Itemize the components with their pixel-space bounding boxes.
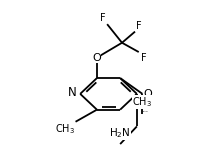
Text: CH$_3$: CH$_3$: [133, 95, 152, 109]
Text: Methoxy: Methoxy: [143, 111, 149, 112]
Text: H$_2$N: H$_2$N: [109, 127, 131, 140]
Text: F: F: [141, 53, 146, 63]
Text: N: N: [68, 86, 77, 99]
Text: F: F: [136, 21, 141, 31]
Text: O: O: [93, 53, 101, 63]
Text: CH$_3$: CH$_3$: [54, 123, 75, 137]
Text: O: O: [143, 89, 152, 99]
Text: F: F: [100, 13, 105, 23]
